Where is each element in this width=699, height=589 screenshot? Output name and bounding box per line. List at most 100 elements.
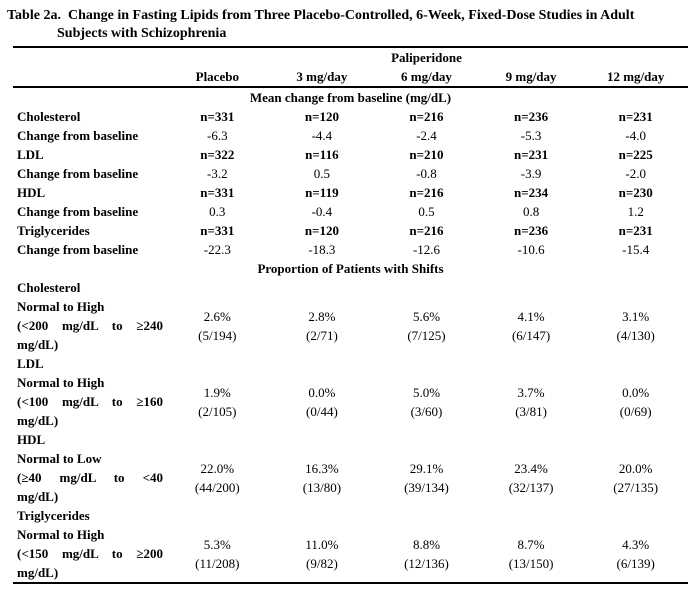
shift-percentage: 20.0%	[618, 460, 653, 476]
shift-analyte-label: Cholesterol	[17, 280, 81, 295]
n-cell: n=231	[514, 147, 549, 162]
shift-percentage: 0.0%	[308, 384, 336, 400]
shift-percentage: 5.6%	[412, 308, 441, 324]
shift-percentage: 11.0%	[305, 536, 339, 552]
n-cell: n=236	[514, 109, 549, 124]
column-header-placebo: Placebo	[165, 67, 270, 88]
shift-percentage: 23.4%	[514, 460, 548, 476]
shift-percentage: 5.0%	[412, 384, 441, 400]
n-cell: n=234	[514, 185, 549, 200]
shift-fraction: (7/125)	[407, 327, 446, 343]
value-cell: -22.3	[203, 242, 231, 257]
n-cell: n=120	[304, 223, 339, 238]
shift-analyte-row-cholesterol: Cholesterol	[13, 278, 688, 297]
value-cell: -4.0	[625, 128, 646, 143]
row-label: HDL	[17, 185, 46, 200]
shift-value-cell: 4.3% (6/139)	[583, 525, 688, 583]
shift-fraction: (6/147)	[511, 327, 551, 343]
shift-value-cell: 5.6% (7/125)	[374, 297, 479, 354]
shift-value-cell: 22.0% (44/200)	[165, 449, 270, 506]
shift-fraction: (5/194)	[198, 327, 237, 343]
shift-fraction: (13/150)	[508, 555, 554, 571]
value-cell: -2.4	[416, 128, 437, 143]
shift-criteria-label: Normal to High (<100 mg/dL to ≥160 mg/dL…	[13, 373, 165, 430]
shift-range-line1: (≥40 mg/dL to <40	[17, 470, 163, 485]
column-header-6mg: 6 mg/day	[374, 67, 479, 88]
shift-fraction: (9/82)	[306, 555, 338, 571]
table-title-line1: Change in Fasting Lipids from Three Plac…	[67, 8, 635, 23]
shift-direction: Normal to High	[17, 299, 105, 314]
table-row-cholesterol-change: Change from baseline -6.3 -4.4 -2.4 -5.3…	[13, 126, 688, 145]
shift-fraction: (39/134)	[404, 479, 449, 495]
n-cell: n=216	[409, 185, 444, 200]
n-cell: n=210	[409, 147, 444, 162]
shift-value-cell: 5.0% (3/60)	[374, 373, 479, 430]
table-row-ldl-n: LDL n=322 n=116 n=210 n=231 n=225	[13, 145, 688, 164]
n-cell: n=216	[409, 223, 444, 238]
shift-value-cell: 20.0% (27/135)	[583, 449, 688, 506]
shift-range-line2: mg/dL)	[17, 337, 59, 352]
value-cell: -12.6	[412, 242, 441, 257]
shift-value-cell: 16.3% (13/80)	[270, 449, 375, 506]
shift-direction: Normal to High	[17, 527, 105, 542]
table-row-cholesterol-n: Cholesterol n=331 n=120 n=216 n=236 n=23…	[13, 107, 688, 126]
shift-fraction: (6/139)	[616, 555, 655, 571]
shift-percentage: 3.1%	[622, 308, 650, 324]
n-cell: n=331	[200, 109, 235, 124]
shift-percentage: 22.0%	[200, 460, 235, 476]
drug-group-header: Paliperidone	[391, 50, 462, 65]
column-header-12mg: 12 mg/day	[583, 67, 688, 88]
shift-percentage: 16.3%	[305, 460, 339, 476]
shift-analyte-label: HDL	[17, 432, 46, 447]
shift-value-cell: 2.8% (2/71)	[270, 297, 375, 354]
value-cell: -3.9	[520, 166, 542, 181]
n-cell: n=116	[305, 147, 339, 162]
shift-value-cell: 3.1% (4/130)	[583, 297, 688, 354]
value-cell: -5.3	[520, 128, 542, 143]
shift-percentage: 0.0%	[622, 384, 650, 400]
shift-fraction: (2/105)	[198, 403, 237, 419]
shift-data-row-cholesterol: Normal to High (<200 mg/dL to ≥240 mg/dL…	[13, 297, 688, 354]
lipids-table: Paliperidone Placebo 3 mg/day 6 mg/day 9…	[13, 46, 688, 584]
column-header-row: Placebo 3 mg/day 6 mg/day 9 mg/day 12 mg…	[13, 67, 688, 88]
table-row-hdl-n: HDL n=331 n=119 n=216 n=234 n=230	[13, 183, 688, 202]
value-cell: 0.5	[418, 204, 435, 219]
value-cell: -3.2	[207, 166, 228, 181]
shift-fraction: (0/44)	[306, 403, 338, 419]
value-cell: -6.3	[207, 128, 228, 143]
table-row-triglycerides-change: Change from baseline -22.3 -18.3 -12.6 -…	[13, 240, 688, 259]
shift-fraction: (44/200)	[194, 479, 240, 495]
value-cell: 0.3	[209, 204, 226, 219]
row-label: Change from baseline	[17, 128, 139, 143]
n-cell: n=120	[304, 109, 339, 124]
empty-corner-cell	[13, 47, 165, 67]
table-row-hdl-change: Change from baseline 0.3 -0.4 0.5 0.8 1.…	[13, 202, 688, 221]
shift-criteria-label: Normal to Low (≥40 mg/dL to <40 mg/dL)	[13, 449, 165, 506]
row-label: Change from baseline	[17, 242, 139, 257]
shift-value-cell: 4.1% (6/147)	[479, 297, 584, 354]
shift-fraction: (27/135)	[613, 479, 659, 495]
value-cell: -4.4	[311, 128, 333, 143]
row-label: Triglycerides	[17, 223, 90, 238]
shift-range-line2: mg/dL)	[17, 489, 59, 504]
row-label: LDL	[17, 147, 44, 162]
drug-group-header-row: Paliperidone	[13, 47, 688, 67]
section-header-row: Proportion of Patients with Shifts	[13, 259, 688, 278]
n-cell: n=216	[409, 109, 444, 124]
value-cell: -0.4	[311, 204, 333, 219]
shift-direction: Normal to Low	[17, 451, 102, 466]
value-cell: 1.2	[627, 204, 644, 219]
value-cell: 0.8	[522, 204, 540, 219]
row-label: Change from baseline	[17, 166, 139, 181]
shift-fraction: (0/69)	[619, 403, 652, 419]
shift-analyte-row-ldl: LDL	[13, 354, 688, 373]
shift-analyte-row-hdl: HDL	[13, 430, 688, 449]
value-cell: -0.8	[416, 166, 437, 181]
shift-fraction: (3/81)	[515, 403, 547, 419]
value-cell: -2.0	[625, 166, 646, 181]
shift-criteria-label: Normal to High (<150 mg/dL to ≥200 mg/dL…	[13, 525, 165, 583]
shift-criteria-label: Normal to High (<200 mg/dL to ≥240 mg/dL…	[13, 297, 165, 354]
table-row-triglycerides-n: Triglycerides n=331 n=120 n=216 n=236 n=…	[13, 221, 688, 240]
shift-value-cell: 29.1% (39/134)	[374, 449, 479, 506]
